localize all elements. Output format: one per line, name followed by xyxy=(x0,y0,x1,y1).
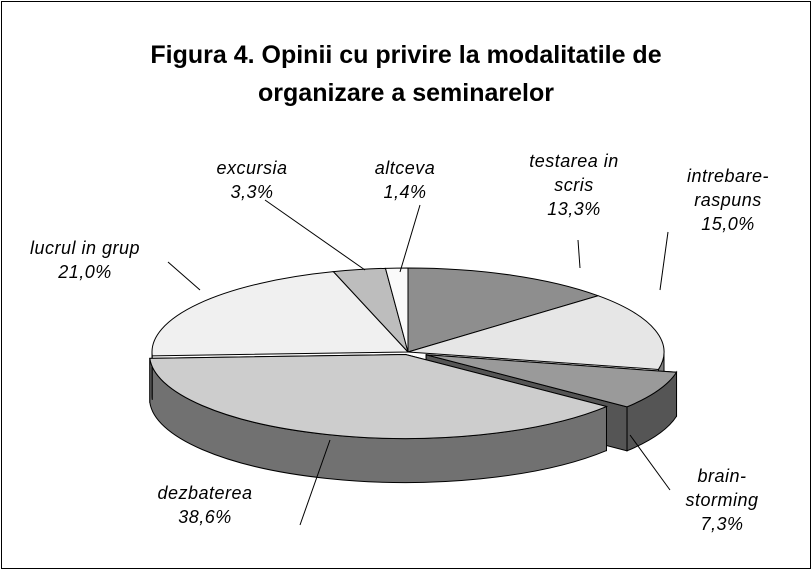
value-label: 15,0% xyxy=(701,214,755,234)
slice xyxy=(384,267,409,353)
category-label: lucrul in grup xyxy=(29,238,141,258)
value-label: 21,0% xyxy=(58,262,112,282)
value-label: 38,6% xyxy=(178,507,232,527)
leader-line xyxy=(167,261,201,291)
slice xyxy=(149,353,609,439)
value-label: 13,3% xyxy=(547,199,601,219)
value-label: 3,3% xyxy=(230,182,274,202)
slice-label: excursia 3,3% xyxy=(216,156,287,204)
value-label: 7,3% xyxy=(700,514,744,534)
slice xyxy=(407,267,600,353)
slice-label: testarea in scris 13,3% xyxy=(529,149,619,221)
leader-line xyxy=(659,231,669,291)
slice xyxy=(151,271,410,357)
slice-label: dezbaterea 38,6% xyxy=(157,481,252,529)
category-label: dezbaterea xyxy=(157,483,253,503)
leader-line xyxy=(577,239,581,269)
category-label: intrebare- raspuns xyxy=(686,166,770,210)
slice-label: brain- storming 7,3% xyxy=(685,464,758,536)
slice xyxy=(407,295,665,370)
leader-line xyxy=(629,434,671,491)
leader-line xyxy=(264,199,366,271)
slice xyxy=(425,354,678,408)
category-label: brain- storming xyxy=(685,466,759,510)
slice-label: intrebare- raspuns 15,0% xyxy=(687,164,769,236)
category-label: altceva xyxy=(374,158,436,178)
slice-label: altceva 1,4% xyxy=(375,156,436,204)
leader-line xyxy=(299,439,331,526)
chart-title: Figura 4. Opinii cu privire la modalitat… xyxy=(150,41,662,107)
leader-line xyxy=(399,204,421,273)
category-label: excursia xyxy=(216,158,288,178)
value-label: 1,4% xyxy=(383,182,427,202)
slice-label: lucrul in grup 21,0% xyxy=(30,236,140,284)
category-label: testarea in scris xyxy=(529,151,619,195)
